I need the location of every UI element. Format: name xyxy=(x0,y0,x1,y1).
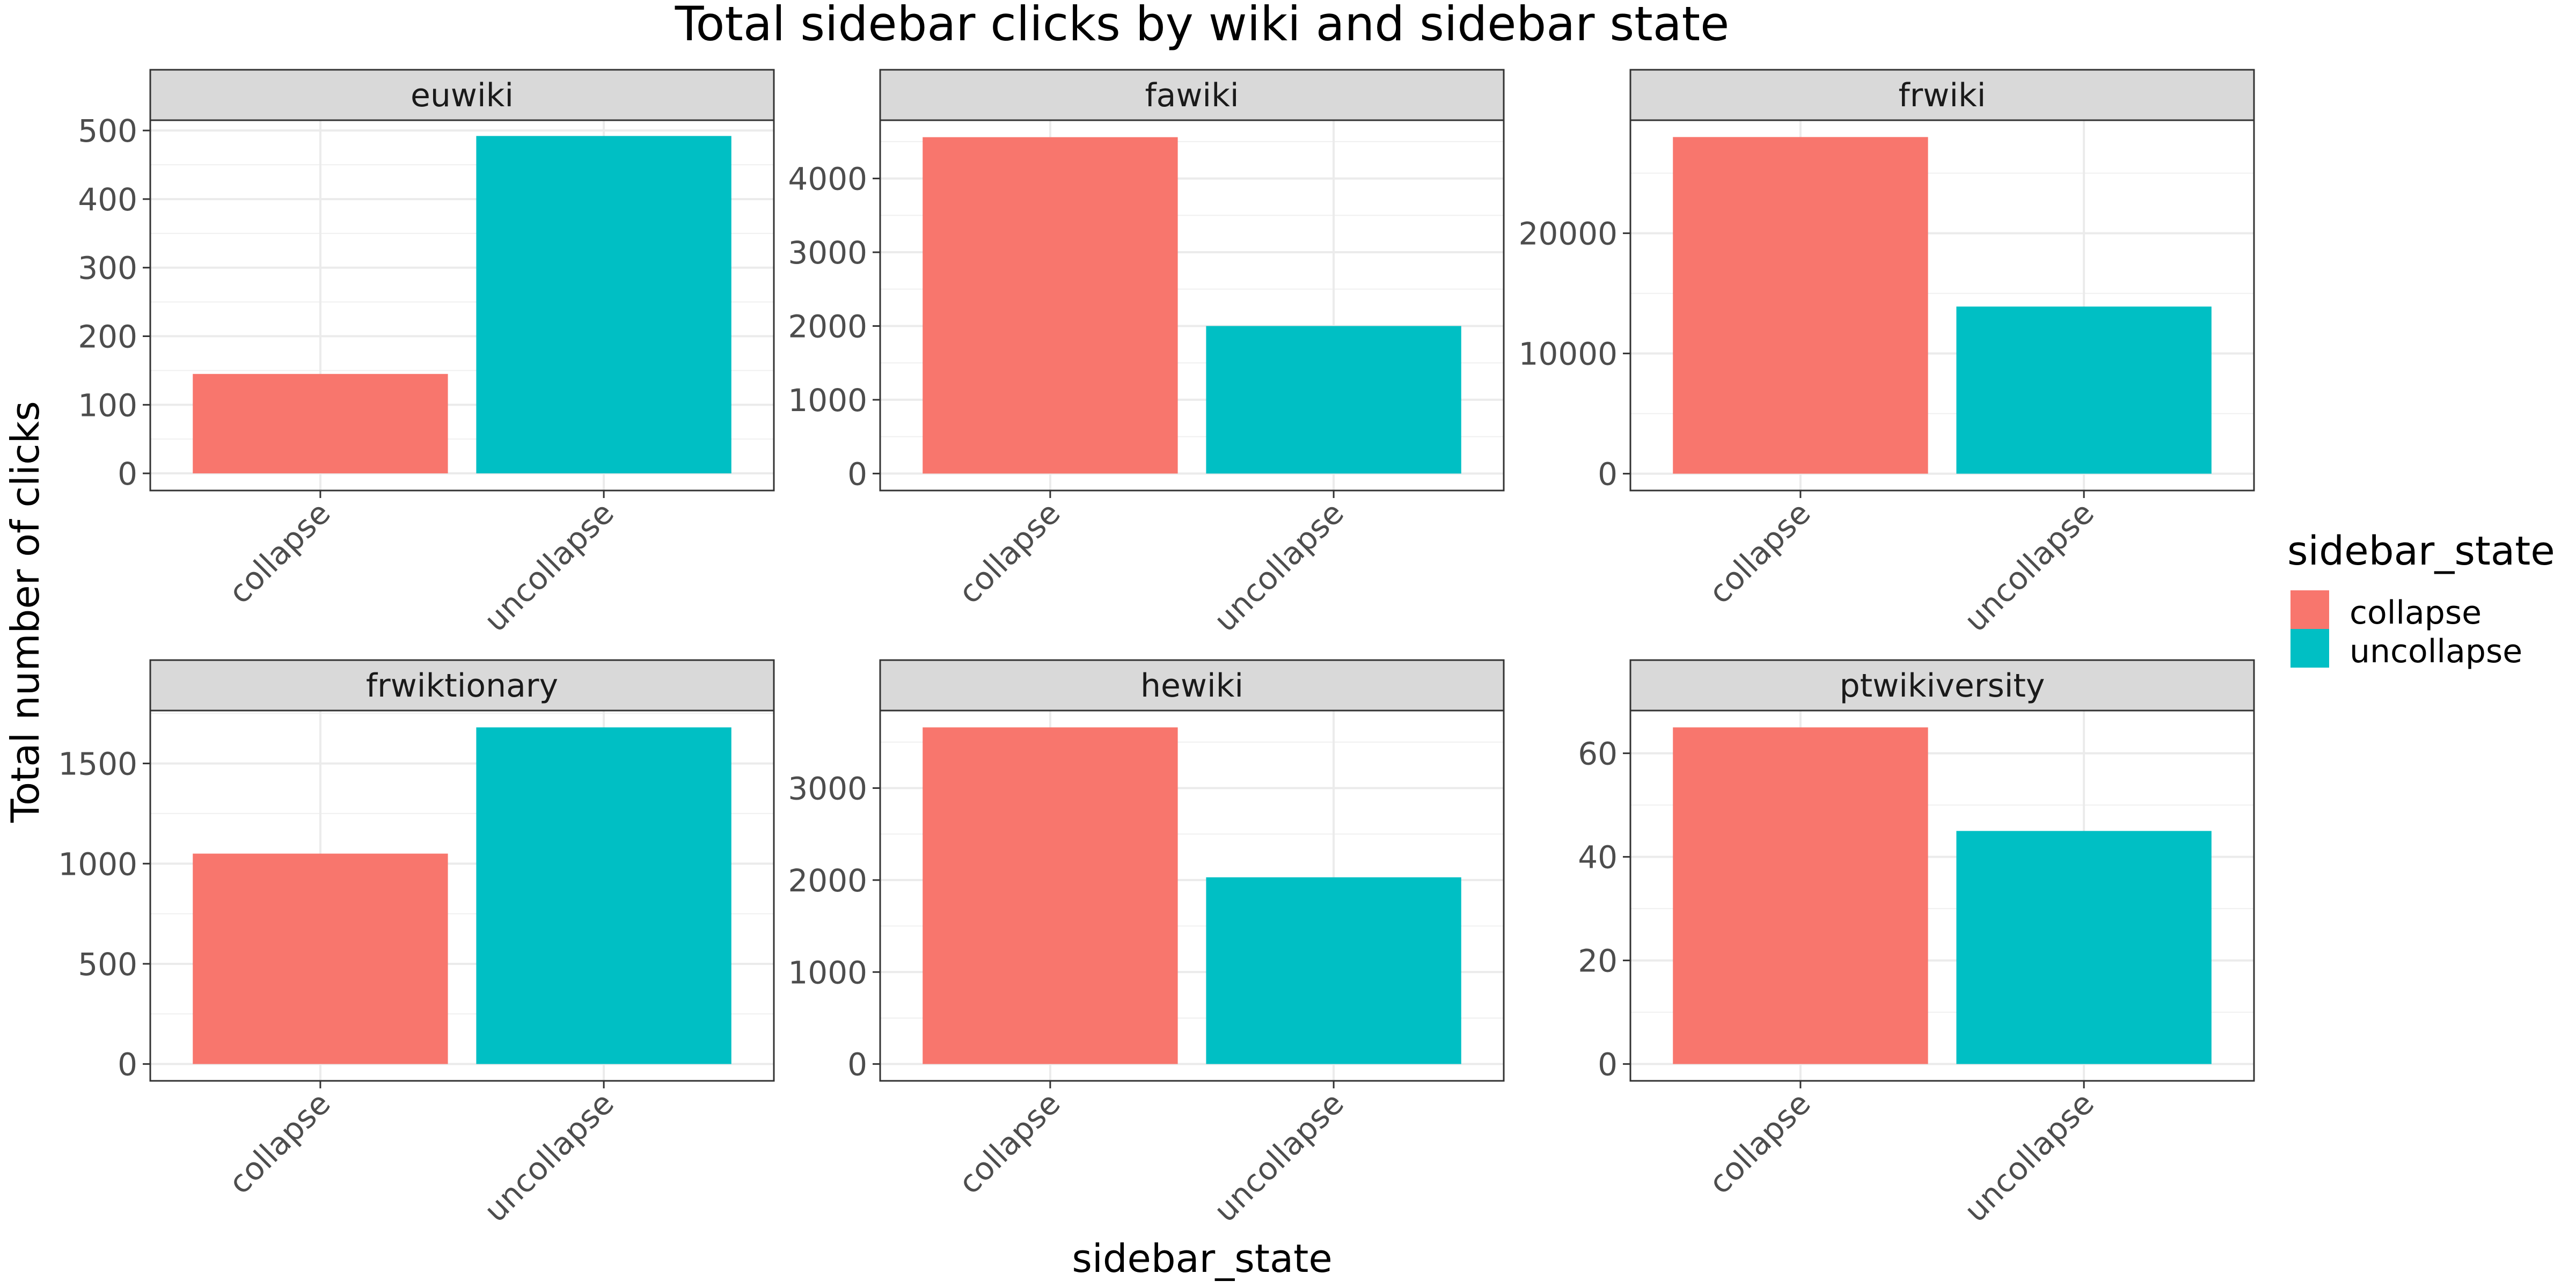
y-tick-label: 1000 xyxy=(58,846,137,882)
y-tick-label: 1000 xyxy=(788,382,867,419)
x-axis-label: sidebar_state xyxy=(1072,1236,1332,1281)
facet-strip-label: ptwikiversity xyxy=(1840,667,2045,705)
y-tick-label: 3000 xyxy=(788,770,867,807)
facet-strip-label: frwiktionary xyxy=(366,667,558,705)
bar-uncollapse xyxy=(476,136,731,474)
legend-swatch-uncollapse xyxy=(2290,629,2329,668)
y-tick-label: 2000 xyxy=(788,862,867,899)
bar-collapse xyxy=(923,137,1178,474)
y-tick-label: 500 xyxy=(78,946,137,983)
facet-strip-label: euwiki xyxy=(411,77,514,114)
y-tick-label: 0 xyxy=(118,456,137,492)
y-tick-label: 40 xyxy=(1578,839,1618,876)
y-tick-label: 0 xyxy=(847,1046,867,1083)
panel-border xyxy=(149,119,775,492)
panel-border xyxy=(879,119,1505,492)
bar-uncollapse xyxy=(1206,326,1461,474)
legend-label-collapse: collapse xyxy=(2350,594,2482,632)
y-tick-label: 0 xyxy=(847,456,867,492)
y-tick-label: 300 xyxy=(78,250,137,287)
panel-border xyxy=(879,709,1505,1082)
bar-collapse xyxy=(193,374,448,474)
y-tick-label: 3000 xyxy=(788,235,867,271)
facet-strip-bg xyxy=(149,69,775,121)
facet-strip-bg xyxy=(149,659,775,712)
y-tick-label: 400 xyxy=(78,181,137,218)
y-tick-label: 10000 xyxy=(1518,336,1618,372)
legend: sidebar_state collapse uncollapse xyxy=(2287,528,2555,670)
facet-strip-bg xyxy=(1629,659,2255,712)
facet-strip-label: hewiki xyxy=(1140,667,1243,705)
facet-strip-bg xyxy=(879,69,1505,121)
y-tick-label: 1500 xyxy=(58,746,137,782)
y-tick-label: 100 xyxy=(78,387,137,423)
y-tick-label: 60 xyxy=(1578,736,1618,772)
y-tick-label: 0 xyxy=(1598,456,1618,493)
y-tick-label: 4000 xyxy=(788,161,867,197)
facet-strip-bg xyxy=(1629,69,2255,121)
bar-collapse xyxy=(1673,727,1928,1064)
bar-uncollapse xyxy=(1206,877,1461,1064)
legend-title: sidebar_state xyxy=(2287,528,2555,574)
bar-uncollapse xyxy=(1956,306,2212,474)
facet-strip-label: fawiki xyxy=(1145,77,1239,114)
legend-label-uncollapse: uncollapse xyxy=(2350,633,2522,670)
y-tick-label: 500 xyxy=(78,113,137,149)
bar-collapse xyxy=(923,727,1178,1064)
facet-strip-bg xyxy=(879,659,1505,712)
y-axis-label: Total number of clicks xyxy=(3,401,48,823)
y-tick-label: 0 xyxy=(118,1046,137,1083)
y-tick-label: 0 xyxy=(1598,1046,1618,1083)
y-tick-label: 20 xyxy=(1578,943,1618,979)
panel-border xyxy=(149,709,775,1082)
bar-collapse xyxy=(193,853,448,1064)
bar-uncollapse xyxy=(1956,831,2212,1064)
y-tick-label: 200 xyxy=(78,319,137,355)
bar-collapse xyxy=(1673,137,1928,474)
legend-swatch-collapse xyxy=(2290,590,2329,629)
bar-uncollapse xyxy=(476,727,731,1064)
facet-strip-label: frwiki xyxy=(1899,77,1986,114)
y-tick-label: 20000 xyxy=(1518,216,1618,252)
y-tick-label: 1000 xyxy=(788,954,867,991)
y-tick-label: 2000 xyxy=(788,308,867,345)
chart-title: Total sidebar clicks by wiki and sidebar… xyxy=(675,0,1730,52)
panel-border xyxy=(1629,119,2255,492)
panel-border xyxy=(1629,709,2255,1082)
